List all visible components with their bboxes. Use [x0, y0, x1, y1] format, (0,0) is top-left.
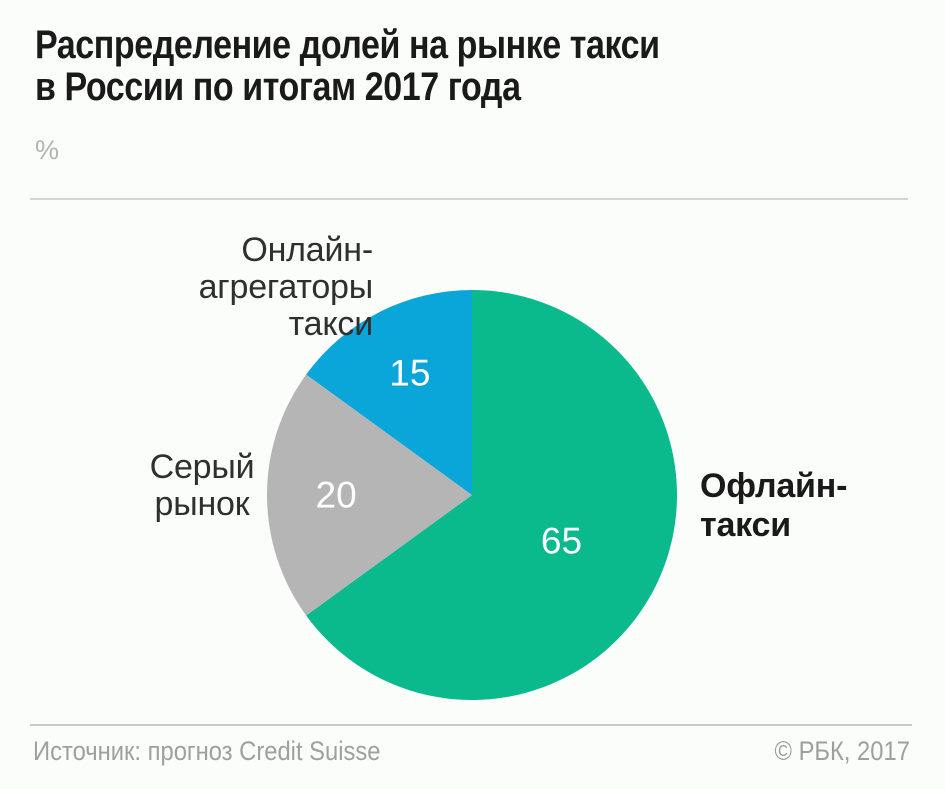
- slice-value-online-aggregators: 15: [389, 352, 431, 394]
- top-divider: [30, 198, 908, 200]
- label-online-line-1: Онлайн-: [241, 231, 373, 269]
- label-gray-market: Серый рынок: [117, 449, 287, 523]
- label-offline-line-2: такси: [700, 506, 791, 544]
- label-gray-line-2: рынок: [154, 485, 250, 523]
- chart-title: Распределение долей на рынке такси в Рос…: [35, 24, 660, 108]
- label-gray-line-1: Серый: [149, 448, 255, 486]
- pie-svg: [267, 290, 677, 700]
- copyright-label: © РБК, 2017: [774, 736, 910, 766]
- slice-value-gray-market: 20: [315, 474, 357, 516]
- pie-slice-offline-taxi: [306, 290, 677, 700]
- unit-label: %: [35, 135, 60, 165]
- label-online-line-2: агрегаторы такси: [198, 268, 374, 343]
- pie-slice-online-aggregators: [306, 290, 472, 495]
- pie-chart: 65 20 15: [267, 290, 677, 700]
- chart-title-line-1: Распределение долей на рынке такси: [35, 23, 660, 67]
- label-online-aggregators: Онлайн- агрегаторы такси: [120, 231, 374, 343]
- label-offline-line-1: Офлайн-: [700, 467, 848, 505]
- label-offline-taxi: Офлайн- такси: [700, 467, 847, 545]
- pie-slice-gray-market: [267, 374, 472, 616]
- chart-title-line-2: в России по итогам 2017 года: [35, 65, 521, 109]
- footer-divider: [30, 724, 912, 726]
- source-label: Источник: прогноз Credit Suisse: [33, 736, 381, 766]
- slice-value-offline-taxi: 65: [540, 520, 583, 562]
